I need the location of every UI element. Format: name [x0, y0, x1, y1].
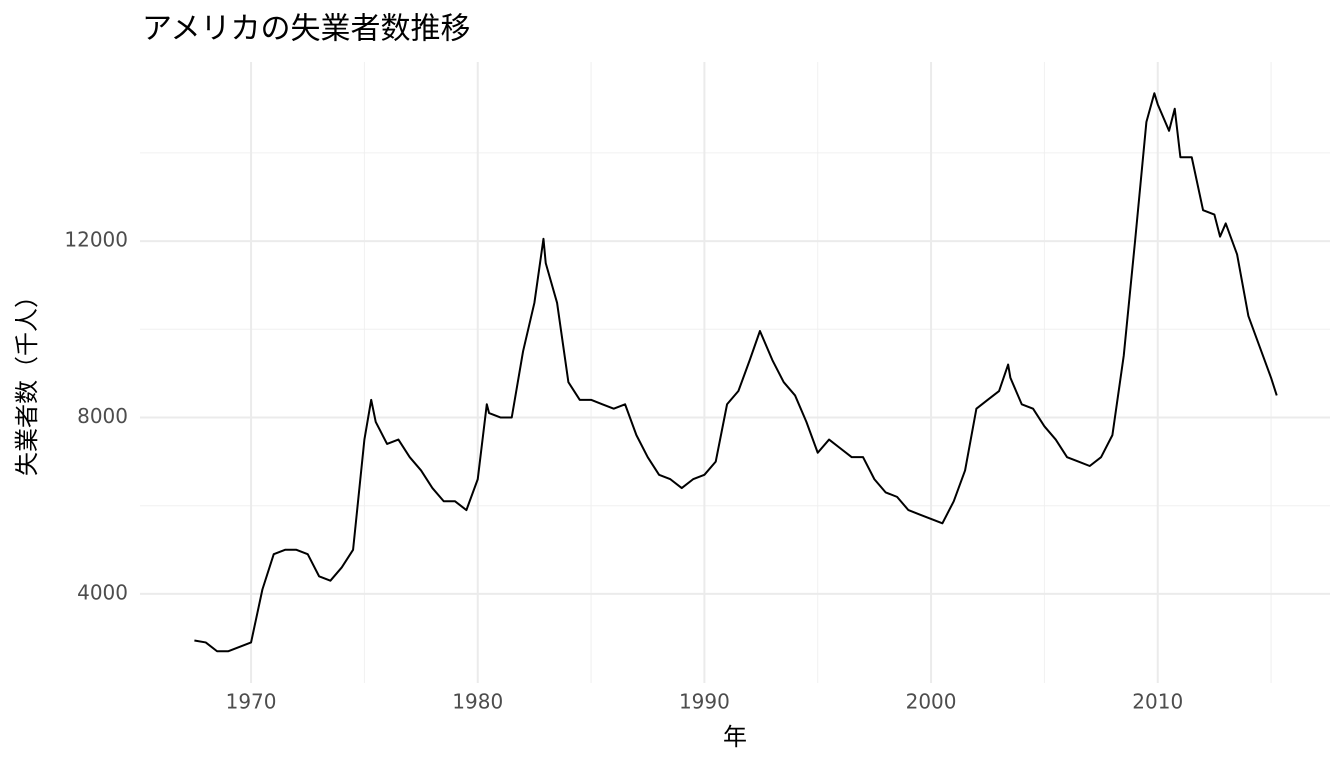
y-tick-label: 12000	[64, 228, 128, 252]
x-tick-label: 2000	[906, 690, 957, 714]
x-axis-label: 年	[723, 723, 747, 751]
data-line	[194, 92, 1278, 653]
x-tick-label: 1970	[226, 690, 277, 714]
y-tick-label: 8000	[77, 404, 128, 428]
y-tick-label: 4000	[77, 580, 128, 604]
y-axis-label: 失業者数（千人）	[13, 284, 41, 476]
chart-title: アメリカの失業者数推移	[142, 12, 471, 47]
x-tick-label: 1980	[452, 690, 503, 714]
x-tick-label: 2010	[1132, 690, 1183, 714]
x-tick-label: 1990	[679, 690, 730, 714]
